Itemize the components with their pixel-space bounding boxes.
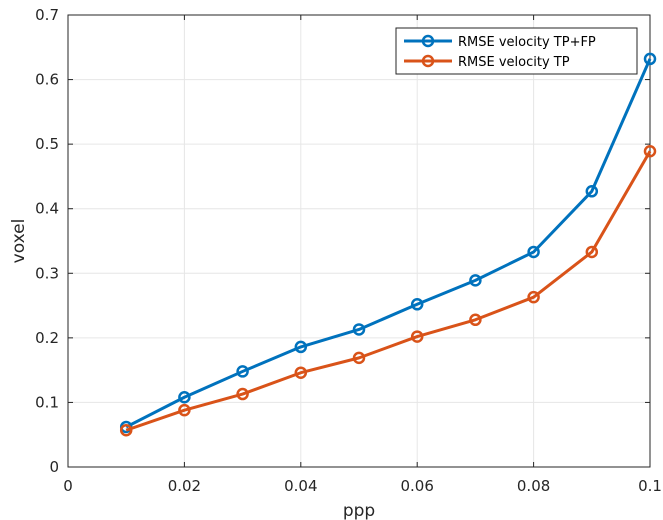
grid — [67, 14, 651, 468]
x-axis-title: ppp — [343, 501, 375, 520]
y-tick-label: 0.5 — [35, 135, 59, 153]
data-point — [469, 313, 482, 327]
data-point — [294, 366, 308, 379]
y-axis-title: voxel — [9, 219, 29, 264]
data-point — [178, 403, 191, 417]
legend-label: RMSE velocity TP+FP — [458, 35, 596, 50]
data-point — [585, 185, 599, 198]
y-ticks: 0 0.1 0.2 0.3 0.4 0.5 0.6 0.7 — [35, 6, 650, 476]
x-ticks: 0 0.02 0.04 0.06 0.08 0.1 — [63, 15, 662, 495]
legend: RMSE velocity TP+FP RMSE velocity TP — [395, 27, 638, 75]
legend-entry: RMSE velocity TP — [404, 54, 570, 70]
data-point — [585, 245, 599, 259]
x-tick-label: 0.1 — [638, 477, 662, 495]
data-point — [527, 245, 540, 259]
series — [119, 52, 657, 437]
data-point — [178, 391, 191, 404]
data-point — [643, 52, 657, 66]
plot-frame — [67, 14, 651, 468]
x-tick-label: 0 — [63, 477, 73, 495]
y-tick-label: 0 — [49, 458, 59, 476]
series-1 — [119, 52, 657, 434]
data-point — [410, 298, 424, 311]
x-tick-label: 0.08 — [517, 477, 550, 495]
data-point — [643, 144, 657, 158]
data-point — [236, 387, 249, 401]
axes — [67, 14, 651, 468]
data-point — [352, 323, 366, 336]
y-tick-label: 0.6 — [35, 71, 59, 89]
data-point — [527, 290, 540, 304]
data-point — [410, 330, 424, 343]
data-point — [294, 340, 308, 354]
legend-marker — [421, 34, 435, 48]
x-tick-label: 0.06 — [400, 477, 433, 495]
legend-marker — [421, 54, 435, 68]
y-tick-label: 0.7 — [35, 6, 59, 24]
x-tick-label: 0.04 — [284, 477, 317, 495]
series-line — [125, 150, 652, 432]
data-point — [469, 274, 482, 287]
y-tick-label: 0.4 — [35, 200, 59, 218]
data-point — [352, 351, 366, 365]
legend-box — [395, 27, 638, 75]
series-line — [125, 58, 652, 429]
y-tick-label: 0.3 — [35, 264, 59, 282]
data-point — [236, 365, 249, 378]
y-tick-label: 0.1 — [35, 393, 59, 411]
data-point — [119, 423, 133, 437]
y-tick-label: 0.2 — [35, 329, 59, 347]
x-tick-label: 0.02 — [168, 477, 201, 495]
legend-label: RMSE velocity TP — [458, 55, 570, 70]
series-2 — [119, 144, 657, 437]
legend-entry: RMSE velocity TP+FP — [404, 34, 596, 50]
